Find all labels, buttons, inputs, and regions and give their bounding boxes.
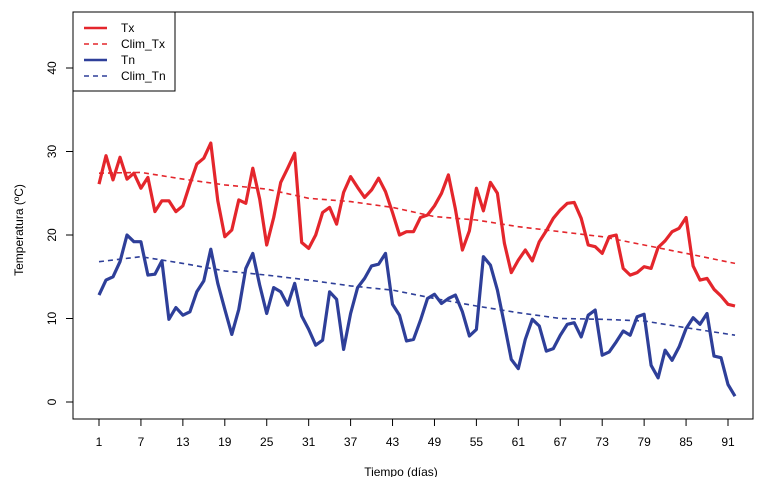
x-tick-label: 79: [637, 435, 651, 449]
y-tick-label: 0: [45, 398, 59, 405]
x-tick-label: 55: [470, 435, 484, 449]
x-tick-label: 67: [554, 435, 568, 449]
x-tick-label: 43: [386, 435, 400, 449]
x-tick-label: 31: [302, 435, 316, 449]
x-tick-label: 49: [428, 435, 442, 449]
x-tick-label: 13: [176, 435, 190, 449]
axes-layer: 1 7 13 19 25 31 37 43 49 55 61 67 73 79 85 91 0 10 20 30 40: [45, 61, 735, 449]
y-tick-label: 30: [45, 145, 59, 159]
x-tick-label: 91: [721, 435, 735, 449]
series-line-tn: [97, 233, 737, 398]
legend-label: Clim_Tx: [121, 37, 165, 51]
x-tick-label: 61: [512, 435, 526, 449]
x-tick-label: 1: [96, 435, 103, 449]
x-tick-label: 85: [679, 435, 693, 449]
y-tick-label: 40: [45, 61, 59, 75]
legend-label: Clim_Tn: [121, 69, 166, 83]
series-line-clim-tn: [98, 255, 736, 336]
series-line-tx: [97, 141, 736, 308]
legend-box: [72, 11, 176, 92]
series-line-clim-tx: [98, 171, 736, 265]
x-tick-label: 7: [138, 435, 145, 449]
x-tick-label: 73: [596, 435, 610, 449]
legend: Tx Clim_Tx Tn Clim_Tn: [72, 11, 176, 92]
y-tick-label: 10: [45, 312, 59, 326]
series-layer: [97, 141, 737, 398]
x-tick-label: 25: [260, 435, 274, 449]
x-tick-label: 19: [218, 435, 232, 449]
legend-label: Tn: [121, 53, 135, 67]
x-tick-label: 37: [344, 435, 358, 449]
x-axis-title: Tiempo (días): [364, 465, 438, 477]
y-axis-title: Temperatura (ºC): [12, 184, 26, 276]
legend-label: Tx: [121, 21, 134, 35]
y-tick-label: 20: [45, 228, 59, 242]
